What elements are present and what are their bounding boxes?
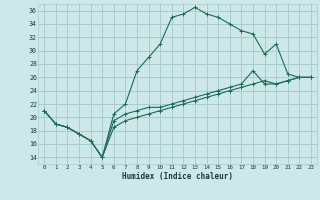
X-axis label: Humidex (Indice chaleur): Humidex (Indice chaleur) [122, 172, 233, 181]
